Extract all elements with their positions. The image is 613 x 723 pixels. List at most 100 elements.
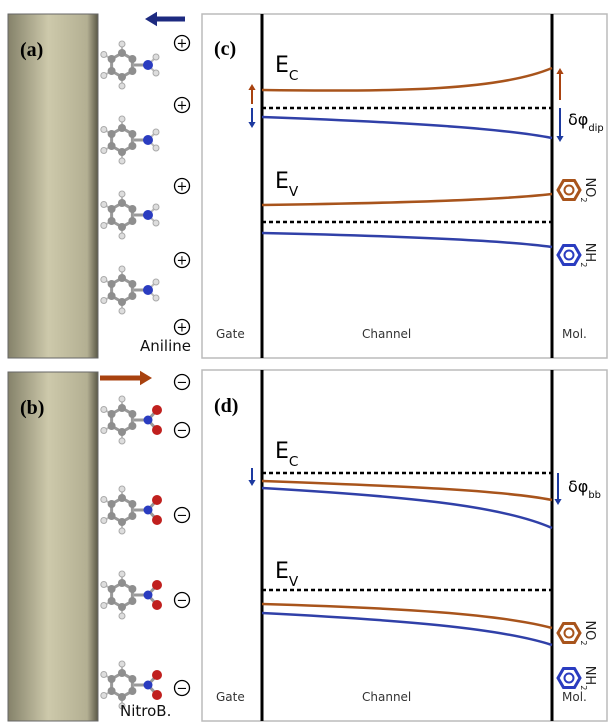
n-atom: [143, 60, 153, 70]
shift-label-sub: bb: [588, 490, 601, 501]
h-atom: [153, 220, 159, 226]
n-atom: [144, 416, 153, 425]
group-label-main: NH: [582, 666, 597, 686]
o-atom: [152, 405, 162, 415]
h-atom: [101, 693, 107, 699]
figure: (a)+++++Aniline(b)−−−−−NitroB.(c)ECEVδφd…: [0, 0, 613, 723]
o-atom: [152, 670, 162, 680]
charge: −: [177, 509, 188, 524]
o-atom: [152, 495, 162, 505]
h-atom: [119, 308, 125, 314]
region-label: Gate: [216, 327, 245, 341]
molecule: [101, 191, 159, 239]
group-label-sub: 2: [580, 262, 589, 267]
charge: +: [177, 321, 188, 336]
charge: +: [177, 254, 188, 269]
band-label-main: E: [275, 559, 289, 584]
band-label-sub: C: [289, 454, 299, 470]
region-label: Gate: [216, 690, 245, 704]
o-atom: [152, 515, 162, 525]
c-atom: [128, 67, 136, 75]
molecule: [101, 571, 162, 619]
h-atom: [101, 298, 107, 304]
molecule: [101, 116, 159, 164]
arrow-head: [140, 371, 152, 385]
h-atom: [119, 613, 125, 619]
electrode: [8, 14, 98, 358]
group-label-sub: 2: [580, 197, 589, 202]
h-atom: [101, 603, 107, 609]
c-atom: [128, 500, 136, 508]
group-label-main: NH: [582, 243, 597, 263]
charge: +: [177, 99, 188, 114]
region-label: Mol.: [562, 327, 587, 341]
group-label-sub: 2: [580, 640, 589, 645]
c-atom: [128, 217, 136, 225]
h-atom: [119, 191, 125, 197]
c-atom: [108, 67, 116, 75]
c-atom: [128, 130, 136, 138]
o-atom: [152, 690, 162, 700]
h-atom: [119, 83, 125, 89]
c-atom: [128, 675, 136, 683]
h-atom: [119, 528, 125, 534]
group-label-main: NO: [582, 177, 597, 197]
group-label-main: NO: [582, 620, 597, 640]
shift-label-sub: dip: [588, 123, 603, 134]
h-atom: [119, 486, 125, 492]
c-atom: [108, 217, 116, 225]
arrow: [145, 12, 185, 26]
c-atom: [108, 687, 116, 695]
o-atom: [152, 580, 162, 590]
h-atom: [119, 233, 125, 239]
molecule: [101, 41, 159, 89]
o-atom: [152, 600, 162, 610]
arrow: [100, 371, 152, 385]
c-atom: [108, 422, 116, 430]
arrow-head: [145, 12, 157, 26]
band-label-main: E: [275, 53, 289, 78]
h-atom: [153, 145, 159, 151]
band-label-main: E: [275, 169, 289, 194]
charge: −: [177, 424, 188, 439]
h-atom: [119, 116, 125, 122]
c-atom: [118, 199, 126, 207]
band-label-sub: V: [289, 574, 299, 590]
n-atom: [144, 506, 153, 515]
n-atom: [143, 135, 153, 145]
h-atom: [101, 202, 107, 208]
c-atom: [108, 280, 116, 288]
h-atom: [153, 70, 159, 76]
c-atom: [128, 142, 136, 150]
region-label: Channel: [362, 327, 411, 341]
h-atom: [101, 497, 107, 503]
h-atom: [101, 518, 107, 524]
h-atom: [101, 582, 107, 588]
c-atom: [108, 410, 116, 418]
c-atom: [128, 280, 136, 288]
c-atom: [118, 274, 126, 282]
molecule: [101, 486, 162, 534]
n-atom: [144, 681, 153, 690]
h-atom: [119, 571, 125, 577]
h-atom: [153, 204, 159, 210]
h-atom: [101, 52, 107, 58]
c-atom: [128, 422, 136, 430]
c-atom: [128, 55, 136, 63]
molecule-name: Aniline: [140, 337, 191, 355]
charge: −: [177, 376, 188, 391]
c-atom: [118, 404, 126, 412]
c-atom: [108, 597, 116, 605]
h-atom: [101, 73, 107, 79]
c-atom: [108, 675, 116, 683]
h-atom: [119, 438, 125, 444]
c-atom: [108, 142, 116, 150]
panel-label: (a): [20, 39, 43, 61]
c-atom: [118, 669, 126, 677]
o-atom: [152, 425, 162, 435]
c-atom: [128, 205, 136, 213]
c-atom: [108, 205, 116, 213]
panel-label: (c): [214, 38, 236, 60]
c-atom: [128, 512, 136, 520]
h-atom: [119, 266, 125, 272]
